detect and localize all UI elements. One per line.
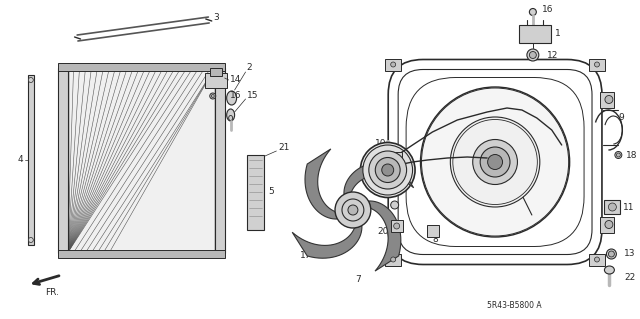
Text: 12: 12 (547, 50, 558, 60)
Text: 21: 21 (278, 144, 290, 152)
Text: 2: 2 (246, 63, 252, 72)
Bar (428, 225, 440, 237)
Ellipse shape (615, 152, 622, 159)
Ellipse shape (604, 266, 614, 274)
Bar (246, 155, 264, 230)
Ellipse shape (529, 51, 536, 58)
Text: 5: 5 (268, 188, 274, 197)
Ellipse shape (473, 139, 518, 184)
Ellipse shape (609, 251, 614, 257)
Bar (390, 220, 403, 232)
Polygon shape (369, 201, 401, 271)
Polygon shape (292, 226, 362, 258)
Ellipse shape (527, 49, 539, 61)
Bar (28, 75, 34, 245)
Text: 14: 14 (230, 76, 241, 85)
Text: 5R43-B5800 A: 5R43-B5800 A (487, 300, 541, 309)
Text: 16: 16 (230, 92, 241, 100)
Ellipse shape (607, 249, 616, 259)
Ellipse shape (451, 117, 540, 207)
Text: 19: 19 (373, 174, 384, 182)
Bar (519, 25, 551, 43)
Ellipse shape (227, 91, 237, 105)
Ellipse shape (605, 95, 613, 103)
Ellipse shape (28, 78, 33, 83)
Bar (385, 58, 401, 70)
Ellipse shape (595, 257, 600, 262)
Text: 10: 10 (375, 138, 387, 147)
Ellipse shape (420, 87, 570, 237)
Bar (215, 68, 225, 253)
Ellipse shape (360, 143, 415, 197)
Bar (210, 68, 221, 76)
Ellipse shape (310, 244, 317, 251)
Bar (58, 250, 225, 258)
Ellipse shape (210, 93, 216, 99)
Bar (68, 68, 215, 253)
Text: 8: 8 (433, 235, 438, 244)
Text: 3: 3 (214, 12, 220, 21)
Ellipse shape (369, 151, 406, 189)
Bar (604, 200, 620, 214)
Ellipse shape (609, 203, 616, 211)
Bar (58, 68, 68, 253)
Text: 7: 7 (355, 276, 361, 285)
Bar (205, 73, 227, 88)
Ellipse shape (529, 9, 536, 16)
Ellipse shape (363, 145, 413, 195)
Bar (58, 63, 225, 71)
Ellipse shape (211, 94, 214, 98)
Ellipse shape (488, 154, 502, 169)
Ellipse shape (227, 109, 235, 121)
Text: 11: 11 (623, 203, 635, 211)
Text: 15: 15 (246, 91, 258, 100)
Ellipse shape (228, 115, 232, 121)
Text: 17: 17 (300, 250, 312, 259)
Ellipse shape (381, 164, 394, 176)
Text: 9: 9 (618, 114, 624, 122)
Text: FR.: FR. (45, 288, 59, 297)
Ellipse shape (605, 220, 613, 228)
Ellipse shape (480, 147, 510, 177)
Ellipse shape (394, 223, 399, 229)
Ellipse shape (390, 201, 399, 209)
Ellipse shape (342, 199, 364, 221)
Ellipse shape (253, 157, 259, 163)
Text: 20: 20 (378, 227, 389, 236)
Ellipse shape (390, 62, 396, 67)
Ellipse shape (375, 158, 400, 182)
Bar (388, 152, 402, 172)
Bar (589, 58, 605, 70)
Ellipse shape (348, 205, 358, 215)
Ellipse shape (616, 153, 620, 157)
Polygon shape (344, 162, 413, 194)
Text: 16: 16 (542, 5, 554, 14)
Ellipse shape (390, 257, 396, 262)
Bar (600, 92, 614, 108)
Text: 13: 13 (625, 249, 636, 258)
Ellipse shape (335, 192, 371, 228)
Text: 6: 6 (383, 211, 388, 219)
Polygon shape (305, 149, 337, 219)
Text: 22: 22 (625, 273, 636, 283)
Bar (589, 254, 605, 265)
Ellipse shape (384, 182, 391, 189)
Bar (385, 254, 401, 265)
Text: 18: 18 (627, 151, 638, 160)
Ellipse shape (28, 238, 33, 242)
Bar (600, 217, 614, 233)
Text: 4: 4 (18, 155, 24, 165)
Ellipse shape (595, 62, 600, 67)
Text: 1: 1 (555, 28, 561, 38)
